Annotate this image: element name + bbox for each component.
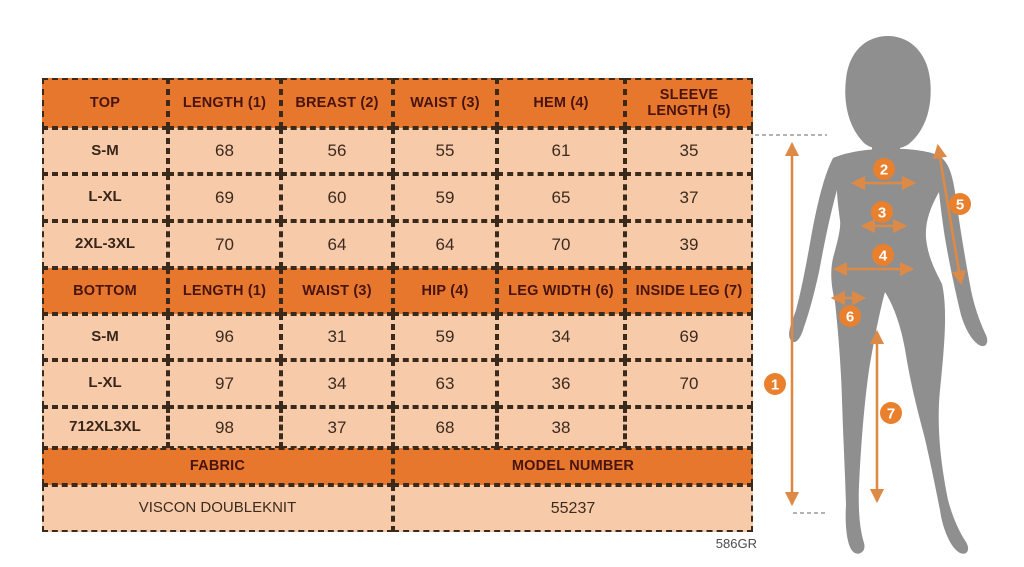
female-silhouette	[789, 35, 988, 554]
top-row-2xl3xl-label: 2XL-3XL	[42, 221, 168, 268]
silhouette-hair	[845, 35, 931, 150]
table-value: 56	[281, 128, 393, 174]
measurement-markers: 1 2 3 4 5 6 7	[764, 158, 971, 424]
table-value: 97	[168, 360, 281, 407]
bottom-header-length: LENGTH (1)	[168, 268, 281, 314]
marker-label-1: 1	[771, 377, 779, 394]
table-value: 36	[497, 360, 625, 407]
top-header-breast: BREAST (2)	[281, 78, 393, 128]
marker-circle-3	[871, 201, 893, 223]
model-number-header: MODEL NUMBER	[393, 448, 753, 485]
marker-circle-6	[839, 305, 861, 327]
table-value: 59	[393, 174, 497, 221]
bottom-header-leg-width: LEG WIDTH (6)	[497, 268, 625, 314]
fabric-value: VISCON DOUBLEKNIT	[42, 485, 393, 532]
bottom-header-hip: HIP (4)	[393, 268, 497, 314]
table-value: 70	[168, 221, 281, 268]
bottom-header-inside-leg: INSIDE LEG (7)	[625, 268, 753, 314]
table-value: 37	[281, 407, 393, 448]
marker-circle-5	[949, 193, 971, 215]
top-header-waist: WAIST (3)	[393, 78, 497, 128]
table-value: 55	[393, 128, 497, 174]
bottom-header-bottom: BOTTOM	[42, 268, 168, 314]
marker-label-2: 2	[880, 162, 888, 179]
table-value: 69	[625, 314, 753, 360]
table-value: 34	[497, 314, 625, 360]
table-value: 38	[497, 407, 625, 448]
marker-circle-4	[872, 244, 894, 266]
bottom-row-lxl-label: L-XL	[42, 360, 168, 407]
top-row-lxl-label: L-XL	[42, 174, 168, 221]
marker-label-5: 5	[956, 197, 964, 214]
table-value: 69	[168, 174, 281, 221]
marker-circle-2	[873, 158, 895, 180]
top-row-sm-label: S-M	[42, 128, 168, 174]
top-header-hem: HEM (4)	[497, 78, 625, 128]
table-value: 68	[168, 128, 281, 174]
model-number-value: 55237	[393, 485, 753, 532]
table-value-empty	[625, 407, 753, 448]
table-value: 37	[625, 174, 753, 221]
table-value: 59	[393, 314, 497, 360]
table-value: 70	[497, 221, 625, 268]
bottom-row-sm-label: S-M	[42, 314, 168, 360]
table-value: 96	[168, 314, 281, 360]
marker-label-7: 7	[887, 406, 895, 423]
table-value: 98	[168, 407, 281, 448]
table-value: 70	[625, 360, 753, 407]
table-value: 60	[281, 174, 393, 221]
table-value: 68	[393, 407, 497, 448]
marker-label-3: 3	[878, 205, 886, 222]
table-value: 64	[393, 221, 497, 268]
table-value: 63	[393, 360, 497, 407]
measurement-figure: 1 2 3 4 5 6 7	[755, 35, 988, 554]
table-value: 31	[281, 314, 393, 360]
table-value: 39	[625, 221, 753, 268]
marker-circle-7	[880, 402, 902, 424]
fabric-header: FABRIC	[42, 448, 393, 485]
bottom-header-waist: WAIST (3)	[281, 268, 393, 314]
top-header-length: LENGTH (1)	[168, 78, 281, 128]
style-code: 586GR	[715, 536, 757, 551]
silhouette-body	[789, 148, 988, 554]
marker-label-4: 4	[879, 248, 888, 265]
bottom-row-2xl3xl-label: 712XL3XL	[42, 407, 168, 448]
table-value: 64	[281, 221, 393, 268]
top-header-top: TOP	[42, 78, 168, 128]
table-value: 61	[497, 128, 625, 174]
table-value: 34	[281, 360, 393, 407]
table-value: 65	[497, 174, 625, 221]
top-header-sleeve-length: SLEEVE LENGTH (5)	[625, 78, 753, 128]
arrow-5-sleeve-length	[932, 143, 967, 286]
table-value: 35	[625, 128, 753, 174]
size-table: TOP LENGTH (1) BREAST (2) WAIST (3) HEM …	[42, 78, 753, 532]
marker-label-6: 6	[846, 309, 854, 326]
marker-circle-1	[764, 373, 786, 395]
